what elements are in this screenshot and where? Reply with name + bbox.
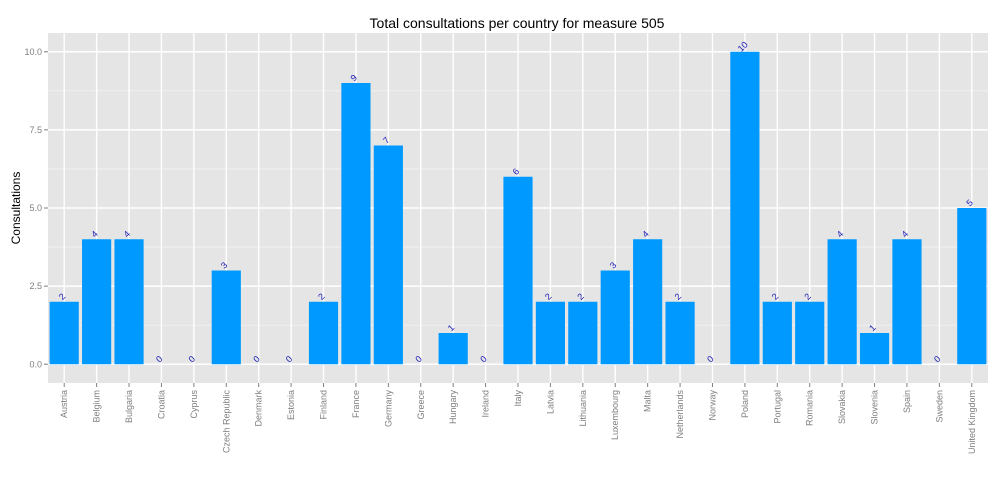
data-label: 2 (316, 291, 327, 302)
x-tick-label: Greece (416, 390, 426, 420)
bar-hungary (438, 333, 468, 365)
y-tick-label: 7.5 (29, 125, 42, 135)
x-tick-label: Sweden (934, 390, 944, 423)
x-tick-label: Netherlands (675, 390, 685, 439)
bar-lithuania (568, 301, 598, 365)
x-tick-label: Croatia (156, 390, 166, 419)
x-tick-label: Lithuania (578, 390, 588, 427)
bar-slovakia (827, 239, 857, 365)
y-axis-label: Consultations (9, 172, 23, 245)
bar-portugal (762, 301, 792, 365)
bar-italy (503, 176, 533, 365)
x-tick-label: Germany (383, 390, 393, 428)
bar-czech-republic (211, 270, 241, 365)
data-label: 4 (640, 229, 651, 240)
data-label: 0 (186, 354, 197, 365)
x-tick-label: Ireland (481, 390, 491, 418)
bar-latvia (535, 301, 565, 365)
x-tick-label: Cyprus (189, 390, 199, 419)
x-tick-label: Slovenia (870, 390, 880, 425)
data-label: 0 (413, 354, 424, 365)
chart-title: Total consultations per country for meas… (370, 15, 665, 31)
y-tick-label: 5.0 (29, 203, 42, 213)
data-label: 6 (511, 166, 522, 177)
data-label: 0 (251, 354, 262, 365)
bar-bulgaria (114, 239, 144, 365)
bar-luxembourg (600, 270, 630, 365)
x-tick-label: Austria (59, 390, 69, 418)
x-tick-label: Estonia (286, 390, 296, 420)
x-tick-label: Czech Republic (221, 390, 231, 454)
data-label: 0 (284, 354, 295, 365)
data-label: 0 (705, 354, 716, 365)
x-tick-label: Latvia (545, 390, 555, 414)
data-label: 3 (219, 260, 230, 271)
x-tick-label: Finland (319, 390, 329, 420)
bar-france (341, 83, 371, 365)
data-label: 2 (673, 291, 684, 302)
bar-poland (730, 51, 760, 365)
x-axis: Austria Belgium Bulgaria Croatia Cyprus Czech… (59, 383, 977, 454)
x-tick-label: Malta (643, 390, 653, 412)
bar-romania (795, 301, 825, 365)
data-label: 1 (446, 323, 457, 334)
x-tick-label: Luxembourg (610, 390, 620, 440)
bar-united-kingdom (957, 208, 987, 365)
y-tick-label: 2.5 (29, 281, 42, 291)
data-label: 7 (381, 135, 392, 146)
x-tick-label: Portugal (772, 390, 782, 424)
y-tick-label: 0.0 (29, 359, 42, 369)
x-tick-label: Denmark (254, 390, 264, 427)
data-label: 4 (900, 229, 911, 240)
bar-netherlands (665, 301, 695, 365)
data-label: 2 (575, 291, 586, 302)
data-label: 2 (802, 291, 813, 302)
data-label: 5 (964, 198, 975, 209)
bar-finland (308, 301, 339, 365)
bar-belgium (82, 239, 112, 365)
data-label: 4 (122, 229, 133, 240)
y-tick-label: 10.0 (24, 47, 42, 57)
x-tick-label: Norway (707, 390, 717, 421)
bar-malta (633, 239, 663, 365)
data-label: 2 (57, 291, 68, 302)
x-tick-label: France (351, 390, 361, 418)
x-tick-label: Hungary (448, 390, 458, 425)
bar-austria (49, 301, 79, 365)
x-tick-label: Romania (805, 390, 815, 426)
bar-slovenia (859, 333, 890, 365)
y-axis: 0.0 2.5 5.0 7.5 10.0 (24, 47, 48, 369)
x-tick-label: Poland (740, 390, 750, 418)
data-label: 3 (608, 260, 619, 271)
data-label: 4 (835, 229, 846, 240)
data-label: 4 (89, 229, 100, 240)
data-label: 0 (932, 354, 943, 365)
x-tick-label: Belgium (92, 390, 102, 423)
bars (49, 51, 987, 365)
data-label: 0 (154, 354, 165, 365)
data-label: 2 (543, 291, 554, 302)
bar-spain (892, 239, 922, 365)
bar-germany (373, 145, 403, 365)
data-label: 1 (867, 323, 878, 334)
x-tick-label: Bulgaria (124, 390, 134, 423)
x-tick-label: Slovakia (837, 390, 847, 424)
data-label: 2 (770, 291, 781, 302)
x-tick-label: Spain (902, 390, 912, 413)
x-tick-label: Italy (513, 390, 523, 407)
data-label: 0 (478, 354, 489, 365)
x-tick-label: United Kingdom (967, 390, 977, 454)
data-label: 9 (349, 73, 360, 84)
